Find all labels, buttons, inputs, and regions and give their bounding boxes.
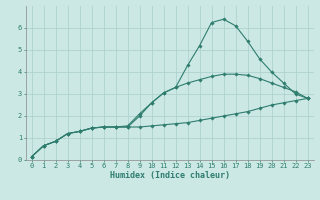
X-axis label: Humidex (Indice chaleur): Humidex (Indice chaleur): [109, 171, 230, 180]
